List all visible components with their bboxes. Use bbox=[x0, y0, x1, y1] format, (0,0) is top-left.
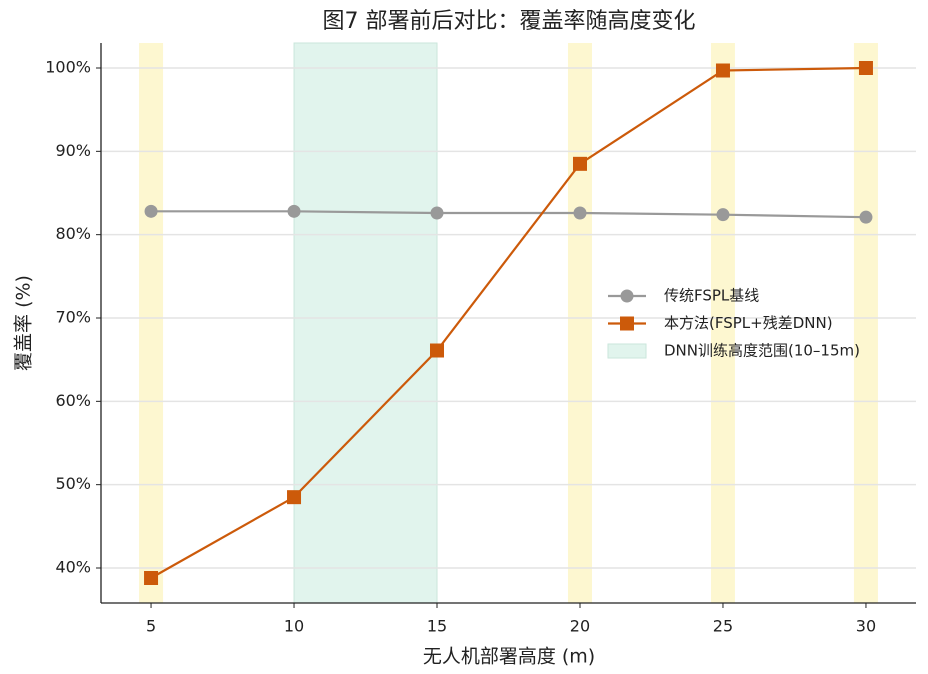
data-point bbox=[430, 206, 444, 220]
y-tick-label: 90% bbox=[55, 141, 91, 160]
legend-text: 传统FSPL基线 bbox=[664, 287, 759, 305]
x-tick-label: 10 bbox=[284, 617, 304, 636]
data-point bbox=[572, 156, 587, 171]
training-span bbox=[293, 42, 438, 604]
x-tick-label: 15 bbox=[427, 617, 447, 636]
y-tick-label: 40% bbox=[55, 558, 91, 577]
y-tick-label: 60% bbox=[55, 391, 91, 410]
x-tick-label: 25 bbox=[713, 617, 733, 636]
legend-text: 本方法(FSPL+残差DNN) bbox=[664, 314, 833, 332]
legend-swatch bbox=[607, 343, 647, 359]
chart-title: 图7 部署前后对比：覆盖率随高度变化 bbox=[323, 9, 696, 34]
data-point bbox=[716, 208, 730, 222]
highlight-band bbox=[139, 43, 164, 603]
data-point bbox=[287, 204, 301, 218]
y-axis-label: 覆盖率 (%) bbox=[13, 275, 35, 371]
x-axis-label: 无人机部署高度 (m) bbox=[423, 646, 595, 668]
x-tick-label: 30 bbox=[856, 617, 876, 636]
data-point bbox=[144, 571, 159, 585]
data-point bbox=[859, 210, 873, 224]
x-tick-label: 20 bbox=[570, 617, 590, 636]
data-point bbox=[144, 204, 158, 218]
data-point bbox=[287, 490, 302, 505]
legend-marker bbox=[620, 289, 634, 303]
y-tick-label: 50% bbox=[55, 474, 91, 493]
highlight-band bbox=[567, 43, 592, 603]
data-point bbox=[573, 206, 587, 220]
y-tick-label: 70% bbox=[55, 308, 91, 327]
y-tick-label: 100% bbox=[45, 58, 91, 77]
highlight-band bbox=[710, 43, 735, 603]
x-tick-label: 5 bbox=[146, 617, 156, 636]
legend-text: DNN训练高度范围(10–15m) bbox=[664, 342, 860, 360]
series-line bbox=[151, 210, 866, 219]
legend-marker bbox=[620, 316, 634, 331]
data-point bbox=[715, 63, 730, 78]
data-point bbox=[858, 61, 873, 75]
series-line bbox=[150, 66, 866, 579]
highlight-band bbox=[853, 43, 878, 603]
data-point bbox=[430, 343, 445, 358]
y-tick-label: 80% bbox=[55, 224, 91, 243]
